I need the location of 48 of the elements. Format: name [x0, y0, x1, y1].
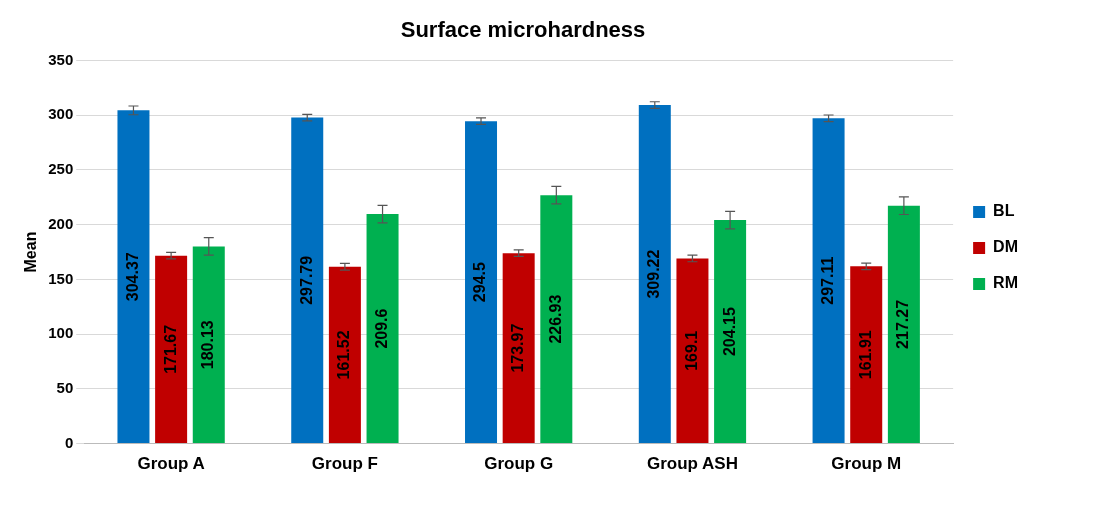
data-label: 297.79: [297, 255, 315, 305]
bar: [465, 121, 498, 444]
bar: [714, 220, 747, 444]
bar: [366, 214, 399, 444]
bar: [291, 117, 324, 444]
bar: [638, 105, 671, 444]
x-tick-label: Group A: [137, 454, 205, 474]
legend-label: DM: [993, 238, 1019, 256]
y-tick-label: 350: [48, 50, 74, 68]
bar: [540, 195, 573, 444]
bar: [155, 255, 188, 444]
y-tick-label: 150: [48, 269, 74, 287]
bar: [676, 258, 709, 444]
data-label: 161.91: [856, 330, 874, 380]
bar: [328, 266, 361, 444]
data-label: 161.52: [335, 330, 353, 380]
x-tick-label: Group G: [484, 454, 554, 474]
data-label: 209.6: [372, 308, 390, 349]
bar: [117, 110, 150, 444]
data-label: 226.93: [546, 294, 564, 344]
bar: [502, 253, 535, 444]
data-label: 304.37: [123, 252, 141, 302]
y-tick-label: 0: [64, 433, 74, 451]
bar: [812, 118, 845, 444]
y-tick-label: 50: [56, 379, 74, 396]
bar: [887, 205, 920, 444]
x-tick-label: Group M: [831, 454, 902, 474]
data-label: 169.1: [682, 330, 700, 371]
data-label: 297.11: [818, 256, 836, 305]
x-tick-label: Group ASH: [646, 454, 738, 474]
data-label: 217.27: [894, 299, 912, 349]
chart-title: Surface microhardness: [400, 17, 646, 43]
data-label: 171.67: [161, 324, 179, 374]
y-axis-title: Mean: [22, 231, 40, 273]
y-tick-label: 200: [48, 214, 74, 232]
data-label: 294.5: [471, 262, 489, 303]
x-tick-label: Group F: [311, 454, 378, 474]
data-label: 180.13: [199, 320, 217, 370]
y-tick-label: 100: [48, 324, 74, 342]
y-tick-label: 300: [48, 105, 74, 123]
bar: [850, 266, 883, 444]
data-label: 173.97: [509, 323, 527, 373]
y-tick-label: 250: [48, 160, 74, 178]
data-label: 309.22: [645, 249, 663, 299]
legend-label: BL: [993, 202, 1015, 220]
bar: [192, 246, 225, 444]
legend-label: RM: [993, 274, 1019, 292]
data-label: 204.15: [720, 307, 738, 357]
